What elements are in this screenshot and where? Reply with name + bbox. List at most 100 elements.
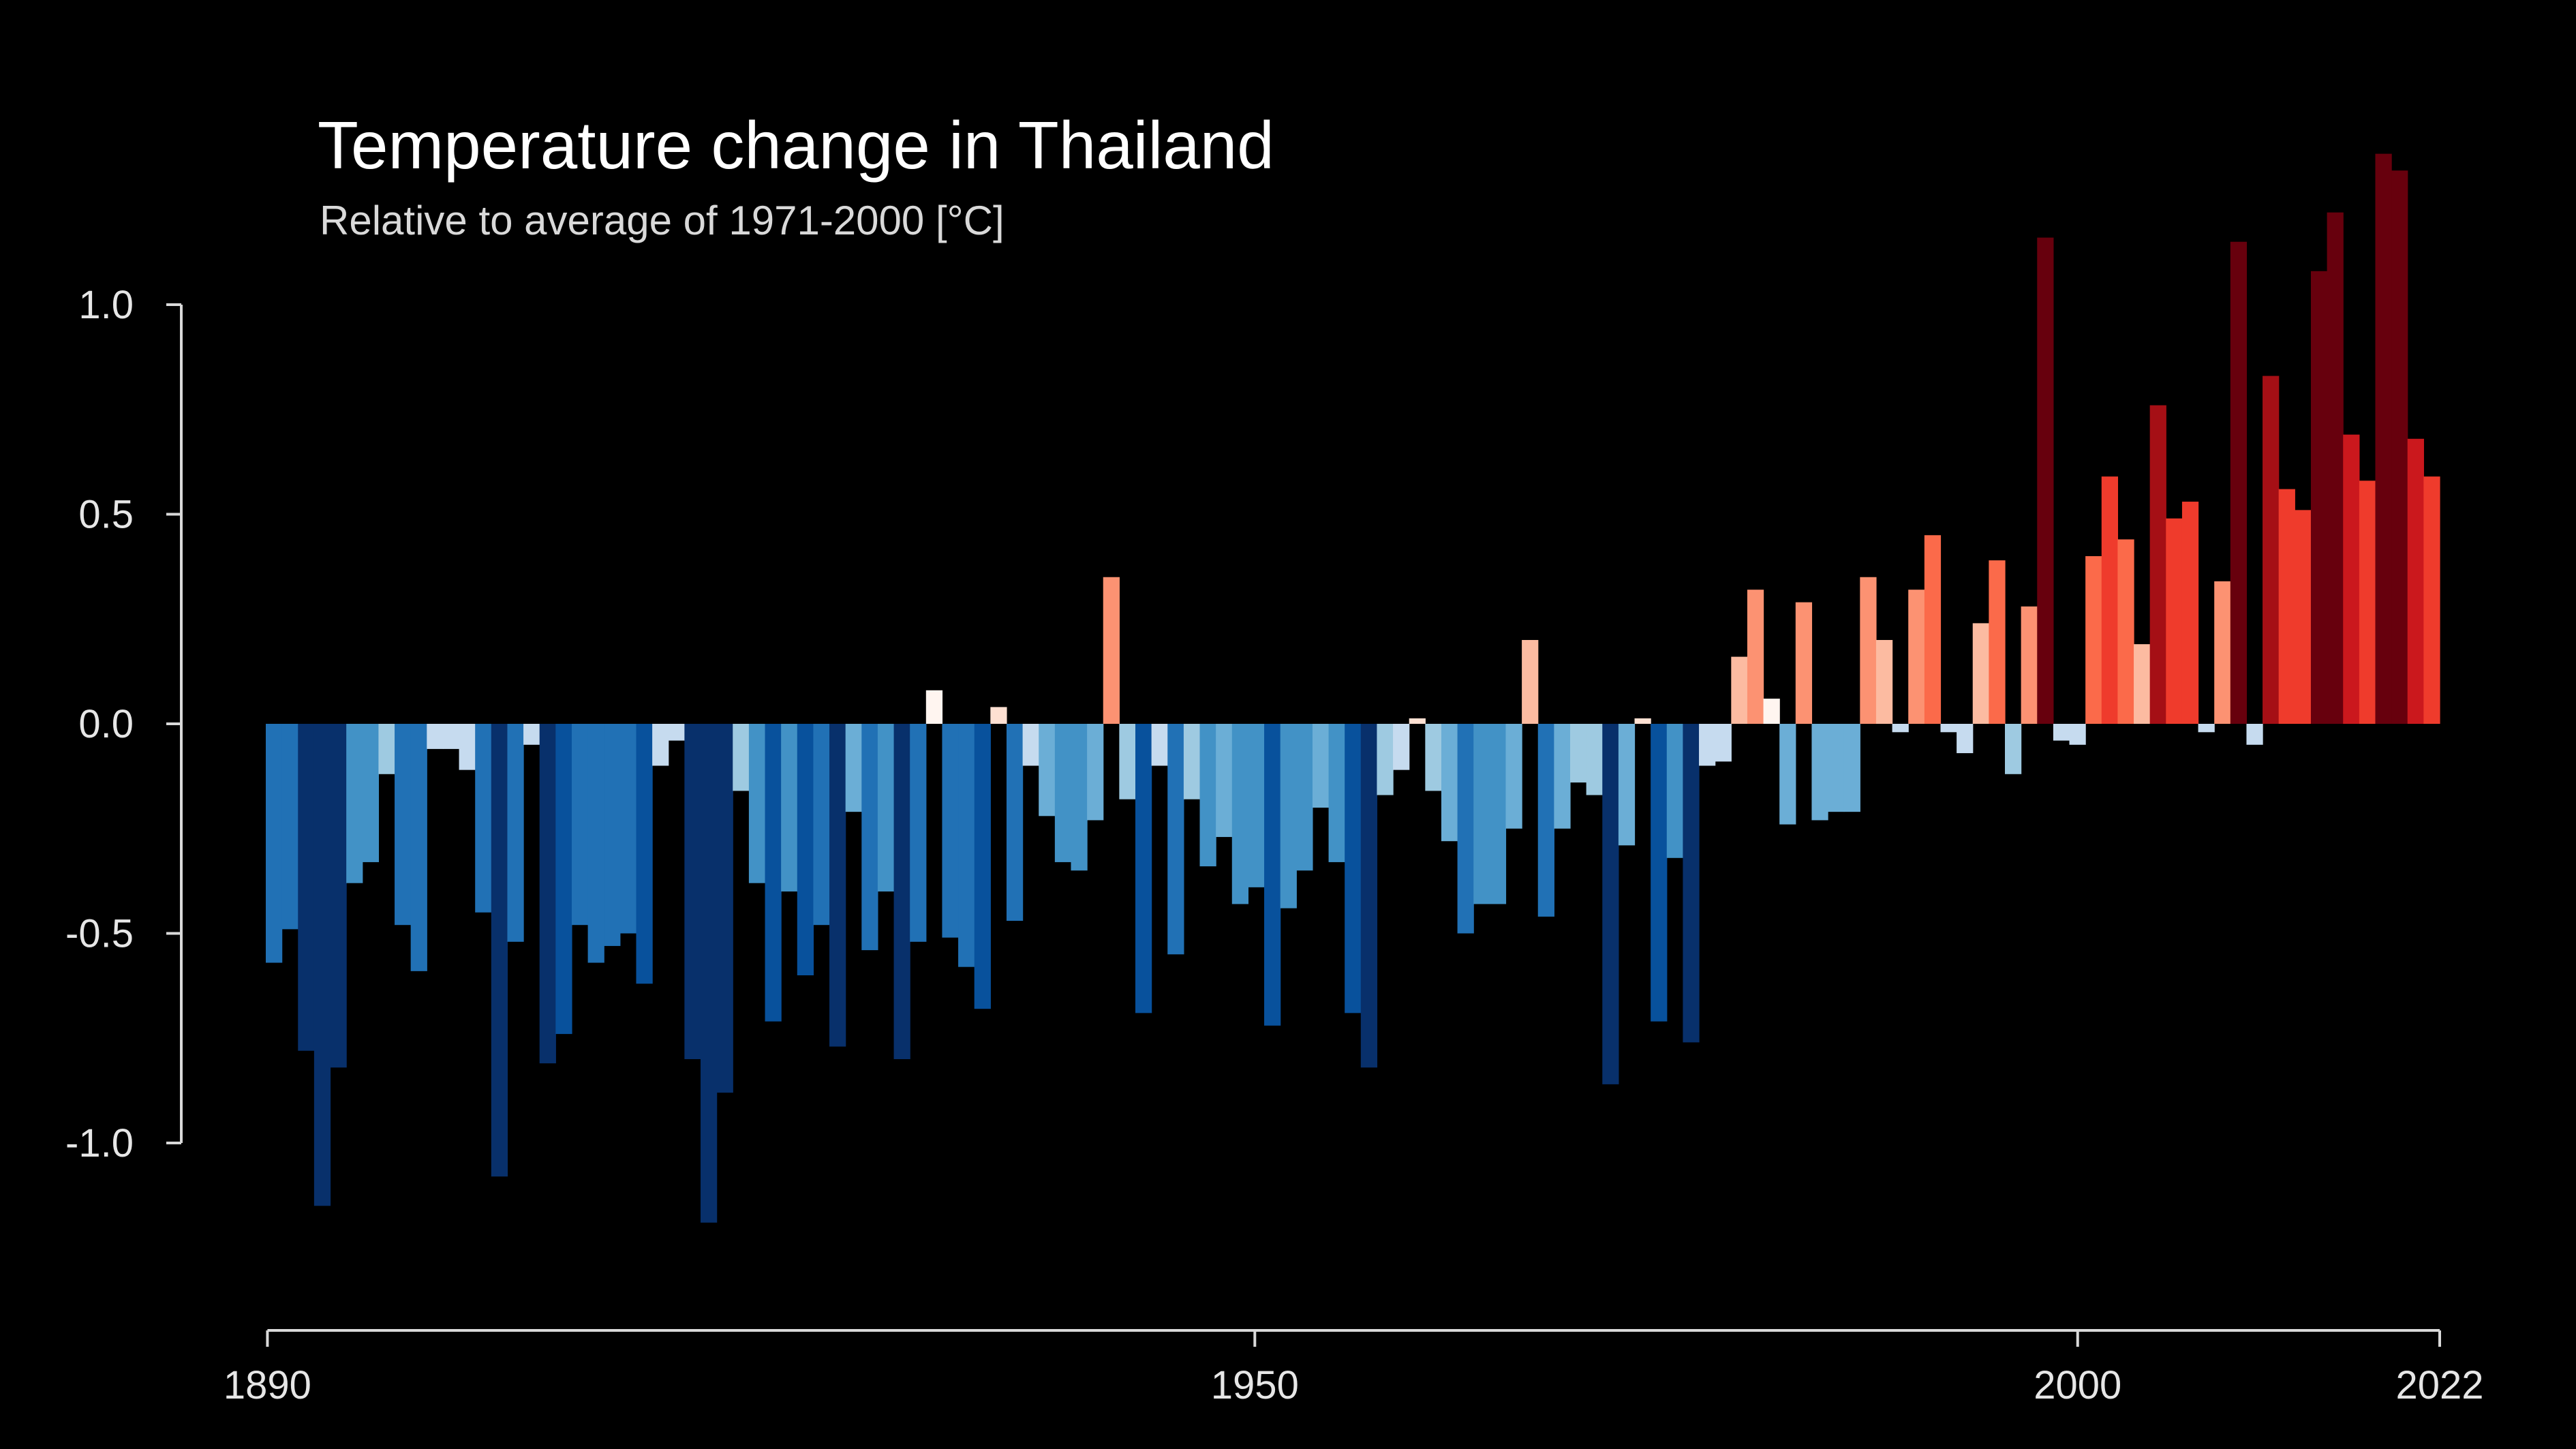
bar-1899 [410, 724, 427, 971]
bar-1980 [1715, 724, 1732, 762]
bar-1923 [797, 724, 814, 975]
bar-1900 [427, 724, 444, 749]
bar-1986 [1811, 724, 1828, 821]
bar-1953 [1280, 724, 1297, 909]
bar-1947 [1183, 724, 1201, 799]
bar-1995 [1957, 724, 1974, 754]
bar-1891 [281, 724, 298, 930]
bar-2022 [2391, 170, 2408, 724]
bar-1938 [1039, 724, 1056, 817]
bar-1971 [1570, 724, 1587, 783]
bar-1997 [1989, 560, 2006, 724]
bar-1956 [1328, 724, 1345, 862]
bar-2023 [2407, 438, 2424, 724]
bar-1964 [1457, 724, 1474, 934]
bar-2020 [2359, 481, 2376, 724]
bar-1970 [1554, 724, 1571, 829]
x-tick-label: 2022 [2395, 1363, 2483, 1407]
bar-2004 [2101, 476, 2119, 724]
bar-1982 [1747, 590, 1764, 724]
bar-2021 [2375, 153, 2392, 724]
bar-1976 [1651, 724, 1668, 1022]
y-tick-label: 0.5 [78, 493, 134, 537]
bar-1972 [1586, 724, 1603, 795]
bar-1983 [1763, 699, 1780, 724]
bar-2013 [2246, 724, 2263, 745]
bar-1973 [1602, 724, 1619, 1084]
bar-1895 [346, 724, 363, 883]
bar-1890 [266, 724, 283, 963]
x-tick-label: 1950 [1211, 1363, 1299, 1407]
bar-1966 [1489, 724, 1507, 904]
bar-1924 [813, 724, 830, 926]
bar-1999 [2021, 606, 2038, 724]
bar-2010 [2198, 724, 2215, 733]
bar-1916 [684, 724, 701, 1059]
bar-1958 [1360, 724, 1378, 1068]
bar-1933 [958, 724, 975, 967]
bar-2001 [2053, 724, 2070, 741]
bar-1925 [829, 724, 846, 1047]
bar-2003 [2085, 556, 2102, 724]
bar-1952 [1264, 724, 1281, 1026]
bar-2000 [2037, 237, 2054, 724]
bar-1967 [1505, 724, 1522, 829]
bar-1911 [604, 724, 621, 946]
bar-2014 [2263, 376, 2280, 724]
bar-1897 [378, 724, 395, 774]
bar-1930 [910, 724, 927, 942]
y-tick-label: -1.0 [65, 1121, 134, 1165]
bar-1998 [2005, 724, 2022, 774]
bar-1951 [1248, 724, 1265, 887]
bar-1896 [362, 724, 380, 862]
chart-subtitle: Relative to average of 1971-2000 [°C] [320, 198, 1005, 243]
bar-1996 [1972, 623, 1989, 724]
bar-1960 [1393, 724, 1410, 770]
bar-1920 [748, 724, 766, 883]
bar-1932 [942, 724, 959, 938]
bar-1941 [1087, 724, 1104, 821]
bar-1914 [652, 724, 669, 766]
bar-1934 [974, 724, 991, 1009]
bar-2002 [2069, 724, 2086, 745]
bar-1908 [555, 724, 572, 1035]
bar-1974 [1618, 724, 1636, 846]
bar-1978 [1683, 724, 1700, 1043]
bar-1926 [845, 724, 862, 812]
bar-1945 [1151, 724, 1168, 766]
bar-1975 [1634, 718, 1651, 724]
bar-2007 [2149, 405, 2166, 724]
chart-title: Temperature change in Thailand [318, 108, 1274, 183]
bar-1969 [1537, 724, 1554, 917]
bar-1965 [1473, 724, 1490, 904]
bar-1901 [442, 724, 460, 749]
bar-1906 [523, 724, 540, 745]
bar-1968 [1522, 640, 1539, 724]
bar-1942 [1103, 577, 1120, 724]
bar-1902 [459, 724, 476, 770]
x-tick-label: 1890 [224, 1363, 311, 1407]
x-axis: 1890 1950 2000 2022 [224, 1329, 2484, 1407]
bar-1937 [1022, 724, 1039, 766]
bar-1988 [1843, 724, 1860, 812]
bar-1959 [1377, 724, 1394, 795]
bar-1989 [1860, 577, 1877, 724]
bar-1921 [765, 724, 782, 1022]
bar-1940 [1071, 724, 1088, 871]
bar-1915 [668, 724, 685, 741]
bar-1961 [1409, 718, 1426, 724]
bar-1963 [1441, 724, 1458, 842]
bar-1950 [1231, 724, 1249, 904]
bar-1991 [1892, 724, 1909, 733]
bar-1948 [1199, 724, 1216, 867]
bar-2009 [2181, 502, 2199, 724]
bar-1990 [1875, 640, 1893, 724]
bar-2024 [2423, 476, 2440, 724]
bars-group [266, 153, 2440, 1223]
bar-1949 [1216, 724, 1233, 838]
bar-1979 [1699, 724, 1716, 766]
bar-1919 [733, 724, 750, 791]
bar-2015 [2278, 489, 2295, 724]
bar-1994 [1940, 724, 1957, 733]
